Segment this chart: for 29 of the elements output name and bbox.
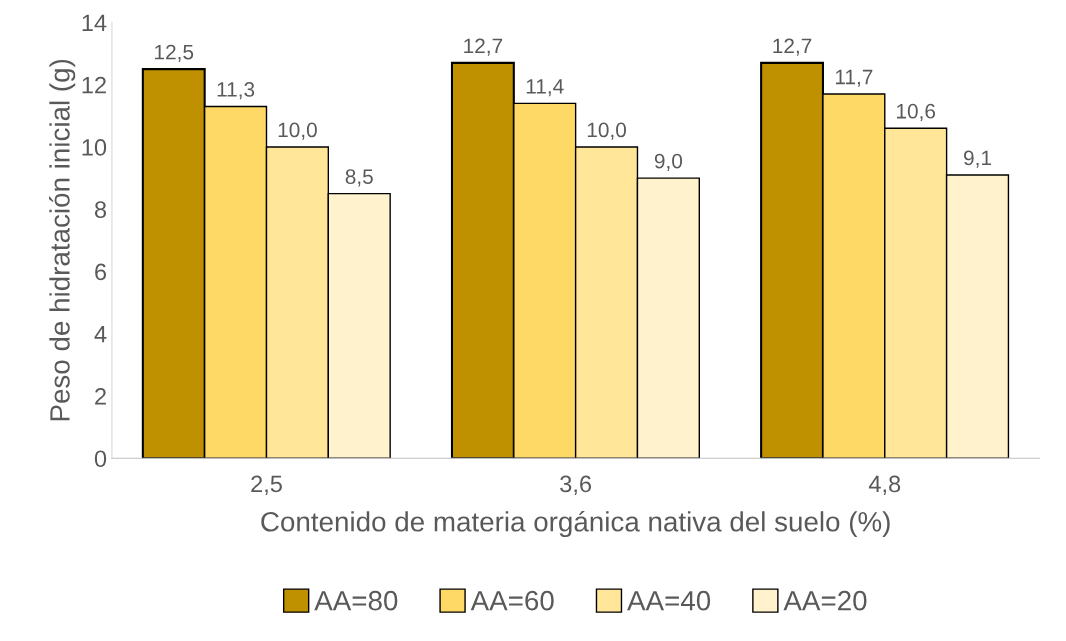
data-label: 11,4 [526,79,564,97]
legend-label: AA=20 [783,590,867,611]
data-label: 11,3 [217,82,255,100]
y-tick-label: 4 [94,326,107,343]
data-label: 12,7 [464,38,503,56]
data-label: 10,0 [587,122,627,140]
y-tick-label: 14 [82,14,107,31]
data-label: 12,5 [155,44,194,62]
y-tick-label: 12 [82,76,106,94]
data-label: 8,5 [345,169,373,187]
data-label: 11,7 [835,69,873,87]
x-tick-label: 3,6 [560,475,592,496]
y-tick-label: 10 [82,139,107,156]
y-tick-label: 8 [94,201,107,219]
y-tick-label: 2 [95,388,106,405]
legend-label: AA=60 [470,590,554,611]
legend-label: AA=80 [314,590,398,611]
x-axis-title: Contenido de materia orgánica nativa del suelo (%) [261,510,890,538]
legend-label: AA=40 [627,590,711,611]
data-label: 12,7 [773,38,812,56]
data-label: 9,1 [964,150,991,168]
y-axis-title: Peso de hidratación inicial (g) [49,59,76,421]
data-label: 10,6 [897,103,936,122]
x-tick-label: 2,5 [251,475,282,496]
x-tick-label: 4,8 [868,475,901,496]
data-label: 10,0 [278,122,317,140]
y-tick-label: 6 [95,263,107,281]
data-label: 9,0 [654,153,683,171]
y-tick-label: 0 [94,450,107,468]
